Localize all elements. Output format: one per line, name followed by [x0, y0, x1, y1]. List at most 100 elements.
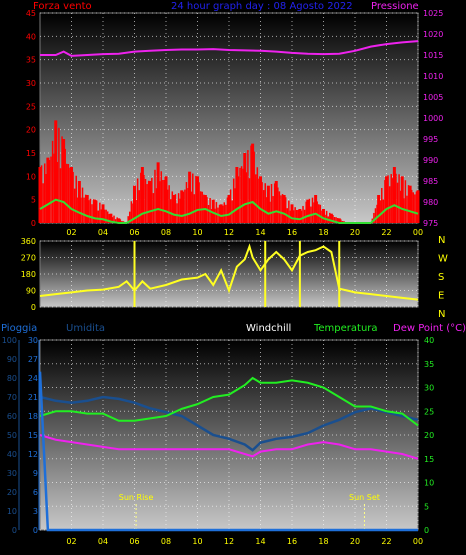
humidity-tick-label: 0	[12, 526, 17, 535]
average-wind-line	[39, 198, 419, 224]
compass-label: E	[438, 291, 444, 302]
wind-tick-label: 15	[26, 149, 36, 158]
legend-rain: Pioggia	[1, 323, 37, 334]
x-tick-label: 04	[98, 537, 108, 546]
temperature-tick-label: 0	[424, 526, 429, 535]
temperature-line	[39, 376, 419, 427]
temperature-tick-label: 25	[424, 407, 434, 416]
wind-tick-label: 35	[26, 56, 36, 65]
rain-tick-label: 0	[33, 526, 38, 535]
rain-tick-label: 18	[28, 412, 38, 421]
rain-tick-label: 3	[33, 507, 38, 516]
wind-axis-label: Forza vento	[33, 1, 92, 12]
pressure-tick-label: 990	[423, 156, 438, 165]
x-tick-label: 14	[255, 228, 265, 237]
wind-tick-label: 20	[26, 126, 36, 135]
temperature-tick-label: 20	[424, 431, 434, 440]
x-tick-label: 22	[381, 537, 391, 546]
rain-line	[38, 371, 418, 532]
direction-tick-label: 360	[21, 237, 36, 246]
rain-tick-label: 6	[33, 488, 38, 497]
legend-temperature: Temperatura	[313, 323, 378, 334]
wind-tick-label: 45	[26, 9, 36, 18]
pressure-tick-label: 995	[423, 135, 438, 144]
humidity-tick-label: 90	[7, 355, 17, 364]
x-tick-label: 22	[381, 228, 391, 237]
pressure-tick-label: 1010	[423, 72, 443, 81]
compass-label: S	[438, 272, 444, 283]
legend-windchill: Windchill	[246, 323, 291, 334]
rain-tick-label: 27	[28, 355, 38, 364]
wind-tick-label: 25	[26, 102, 36, 111]
humidity-tick-label: 50	[7, 431, 17, 440]
x-tick-label: 16	[287, 228, 297, 237]
wind-tick-label: 5	[31, 196, 36, 205]
wind-direction-line	[39, 243, 419, 301]
legend-humidity: Umidita	[66, 323, 105, 334]
compass-label: W	[438, 254, 448, 265]
x-tick-label: 18	[318, 228, 328, 237]
rain-tick-label: 30	[28, 336, 38, 345]
sunrise-label: Sun Rise	[119, 493, 154, 502]
compass-label: N	[438, 235, 445, 246]
pressure-line	[40, 40, 419, 57]
temperature-tick-label: 40	[424, 336, 434, 345]
x-tick-label: 10	[192, 537, 202, 546]
humidity-line	[39, 395, 419, 452]
rain-tick-label: 12	[28, 450, 38, 459]
sunset-label: Sun Set	[349, 493, 380, 502]
wind-tick-label: 10	[26, 172, 36, 181]
direction-tick-label: 180	[21, 270, 36, 279]
direction-tick-label: 270	[21, 254, 36, 263]
wind-tick-label: 0	[31, 219, 36, 228]
temperature-tick-label: 5	[424, 502, 429, 511]
x-tick-label: 00	[413, 537, 423, 546]
pressure-axis-label: Pressione	[371, 1, 419, 12]
chart-title: 24 hour graph day : 08 Agosto 2022	[171, 1, 353, 12]
pressure-tick-label: 975	[423, 219, 438, 228]
humidity-tick-label: 60	[7, 412, 17, 421]
humidity-tick-label: 80	[7, 374, 17, 383]
x-tick-label: 10	[192, 228, 202, 237]
pressure-tick-label: 1000	[423, 114, 443, 123]
dewpoint-line	[39, 434, 419, 460]
humidity-tick-label: 40	[7, 450, 17, 459]
wind-tick-label: 40	[26, 32, 36, 41]
direction-tick-label: 0	[31, 303, 36, 312]
pressure-tick-label: 1015	[423, 51, 443, 60]
x-tick-label: 18	[318, 537, 328, 546]
rain-tick-label: 9	[33, 469, 38, 478]
temp-plot-area	[40, 340, 418, 530]
humidity-tick-label: 100	[2, 336, 17, 345]
x-tick-label: 00	[413, 228, 423, 237]
pressure-tick-label: 1025	[423, 9, 443, 18]
humidity-tick-label: 70	[7, 393, 17, 402]
x-tick-label: 08	[161, 228, 171, 237]
humidity-tick-label: 30	[7, 469, 17, 478]
x-tick-label: 02	[66, 228, 76, 237]
x-tick-label: 14	[255, 537, 265, 546]
rain-tick-label: 21	[28, 393, 38, 402]
temperature-tick-label: 35	[424, 360, 434, 369]
humidity-tick-label: 10	[7, 507, 17, 516]
pressure-tick-label: 1005	[423, 93, 443, 102]
rain-tick-label: 24	[28, 374, 38, 383]
x-tick-label: 06	[129, 228, 139, 237]
x-tick-label: 12	[224, 537, 234, 546]
temperature-tick-label: 10	[424, 479, 434, 488]
x-tick-label: 06	[129, 537, 139, 546]
pressure-tick-label: 980	[423, 198, 438, 207]
humidity-tick-label: 20	[7, 488, 17, 497]
x-tick-label: 04	[98, 228, 108, 237]
compass-label: N	[438, 309, 445, 320]
pressure-tick-label: 1020	[423, 30, 443, 39]
temperature-humidity-chart: Sun Rise Sun Set 0 3 6 9 12 15 18 21 24 27 30 0 10 20…	[1, 323, 466, 546]
rain-tick-label: 15	[28, 431, 38, 440]
x-tick-label: 20	[350, 228, 360, 237]
wind-tick-label: 30	[26, 79, 36, 88]
x-tick-label: 08	[161, 537, 171, 546]
x-tick-label: 12	[224, 228, 234, 237]
